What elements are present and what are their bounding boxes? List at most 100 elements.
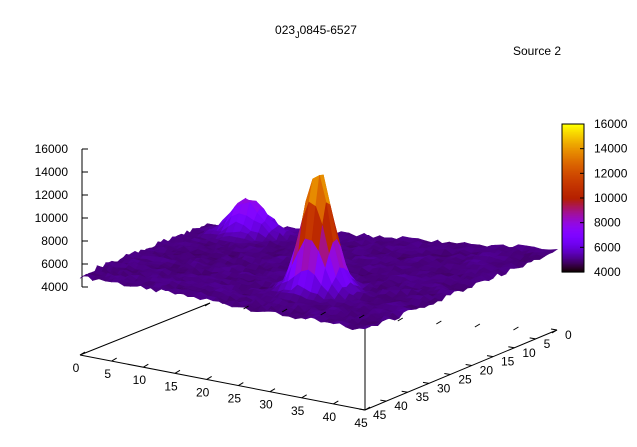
colorbar-step xyxy=(562,125,584,128)
z-tick-label: 4000 xyxy=(41,280,68,294)
colorbar-step xyxy=(562,218,584,221)
x-tick xyxy=(238,382,244,386)
y-tick xyxy=(444,372,451,375)
colorbar-step xyxy=(562,258,584,261)
colorbar-step xyxy=(562,209,584,211)
colorbar-step xyxy=(562,210,584,213)
x-tick xyxy=(143,363,149,368)
colorbar-step xyxy=(562,200,584,203)
colorbar-step xyxy=(562,141,584,144)
x-tick-back xyxy=(204,302,211,307)
x-tick-label: 10 xyxy=(133,373,147,387)
y-tick xyxy=(380,399,387,402)
colorbar-step xyxy=(562,264,584,267)
x-tick-back xyxy=(551,329,558,334)
colorbar-step xyxy=(562,262,584,264)
colorbar-step xyxy=(562,136,584,139)
colorbar-tick-label: 6000 xyxy=(594,240,621,254)
colorbar-step xyxy=(562,260,584,263)
y-tick-label: 0 xyxy=(565,328,572,342)
x-tick-back xyxy=(358,314,365,319)
colorbar-step xyxy=(562,137,584,140)
x-tick xyxy=(269,388,276,393)
x-tick-label: 0 xyxy=(73,361,80,375)
colorbar-step xyxy=(562,241,584,243)
x-tick xyxy=(111,357,117,362)
colorbar-step xyxy=(562,221,584,224)
y-tick xyxy=(529,337,536,340)
y-tick xyxy=(550,328,558,331)
colorbar-step xyxy=(562,140,584,142)
colorbar-step xyxy=(562,149,584,152)
colorbar-step xyxy=(562,124,584,126)
x-tick xyxy=(174,369,181,374)
colorbar-step xyxy=(562,242,584,245)
colorbar-step xyxy=(562,146,584,149)
x-tick xyxy=(333,400,339,405)
colorbar-step xyxy=(562,183,584,186)
colorbar-step xyxy=(562,186,584,189)
colorbar-step xyxy=(562,227,584,230)
colorbar-step xyxy=(562,174,584,177)
z-tick-label: 16000 xyxy=(35,142,69,156)
colorbar-step xyxy=(562,169,584,172)
z-tick-label: 14000 xyxy=(35,165,69,179)
y-tick-label: 40 xyxy=(394,399,408,413)
x-tick-back xyxy=(513,326,519,331)
x-tick-label: 5 xyxy=(104,367,111,381)
colorbar-step xyxy=(562,201,584,204)
colorbar-step xyxy=(562,147,584,150)
colorbar-step xyxy=(562,247,584,250)
colorbar-step xyxy=(562,207,584,210)
colorbar-step xyxy=(562,142,584,145)
y-tick-label: 10 xyxy=(522,346,536,360)
colorbar-step xyxy=(562,143,584,146)
x-tick-back xyxy=(320,311,326,316)
colorbar-step xyxy=(562,206,584,209)
colorbar-tick-label: 8000 xyxy=(594,216,621,230)
colorbar-step xyxy=(562,230,584,232)
colorbar-step xyxy=(562,177,584,179)
colorbar-step xyxy=(562,195,584,198)
y-tick-label: 15 xyxy=(501,355,515,369)
chart-title: 023J0845-6527 xyxy=(275,23,357,40)
colorbar-step xyxy=(562,222,584,225)
colorbar-step xyxy=(562,184,584,187)
colorbar-step xyxy=(562,228,584,231)
colorbar-step xyxy=(562,170,584,173)
colorbar-step xyxy=(562,231,584,234)
colorbar-step xyxy=(562,238,584,241)
colorbar-step xyxy=(562,164,584,167)
colorbar-step xyxy=(562,185,584,188)
colorbar-step xyxy=(562,268,584,271)
colorbar-step xyxy=(562,191,584,194)
colorbar-step xyxy=(562,202,584,205)
colorbar-step xyxy=(562,189,584,192)
x-tick-label: 25 xyxy=(228,392,242,406)
colorbar-step xyxy=(562,126,584,129)
x-axis-line xyxy=(79,354,366,411)
colorbar-step xyxy=(562,249,584,252)
x-tick-back xyxy=(474,323,481,328)
surface-cell xyxy=(358,326,370,330)
z-tick-label: 10000 xyxy=(35,211,69,225)
colorbar-step xyxy=(562,154,584,157)
colorbar-step xyxy=(562,167,584,169)
x-tick-label: 35 xyxy=(291,404,305,418)
z-tick-label: 12000 xyxy=(35,188,69,202)
colorbar-tick-label: 4000 xyxy=(594,265,621,279)
colorbar-step xyxy=(562,179,584,182)
y-tick xyxy=(401,390,408,393)
colorbar-step xyxy=(562,248,584,251)
colorbar-step xyxy=(562,148,584,151)
colorbar-step xyxy=(562,188,584,190)
colorbar-step xyxy=(562,196,584,199)
colorbar-step xyxy=(562,223,584,226)
colorbar-step xyxy=(562,181,584,184)
colorbar-step xyxy=(562,226,584,229)
colorbar-step xyxy=(562,162,584,165)
colorbar-step xyxy=(562,205,584,208)
colorbar-step xyxy=(562,244,584,247)
